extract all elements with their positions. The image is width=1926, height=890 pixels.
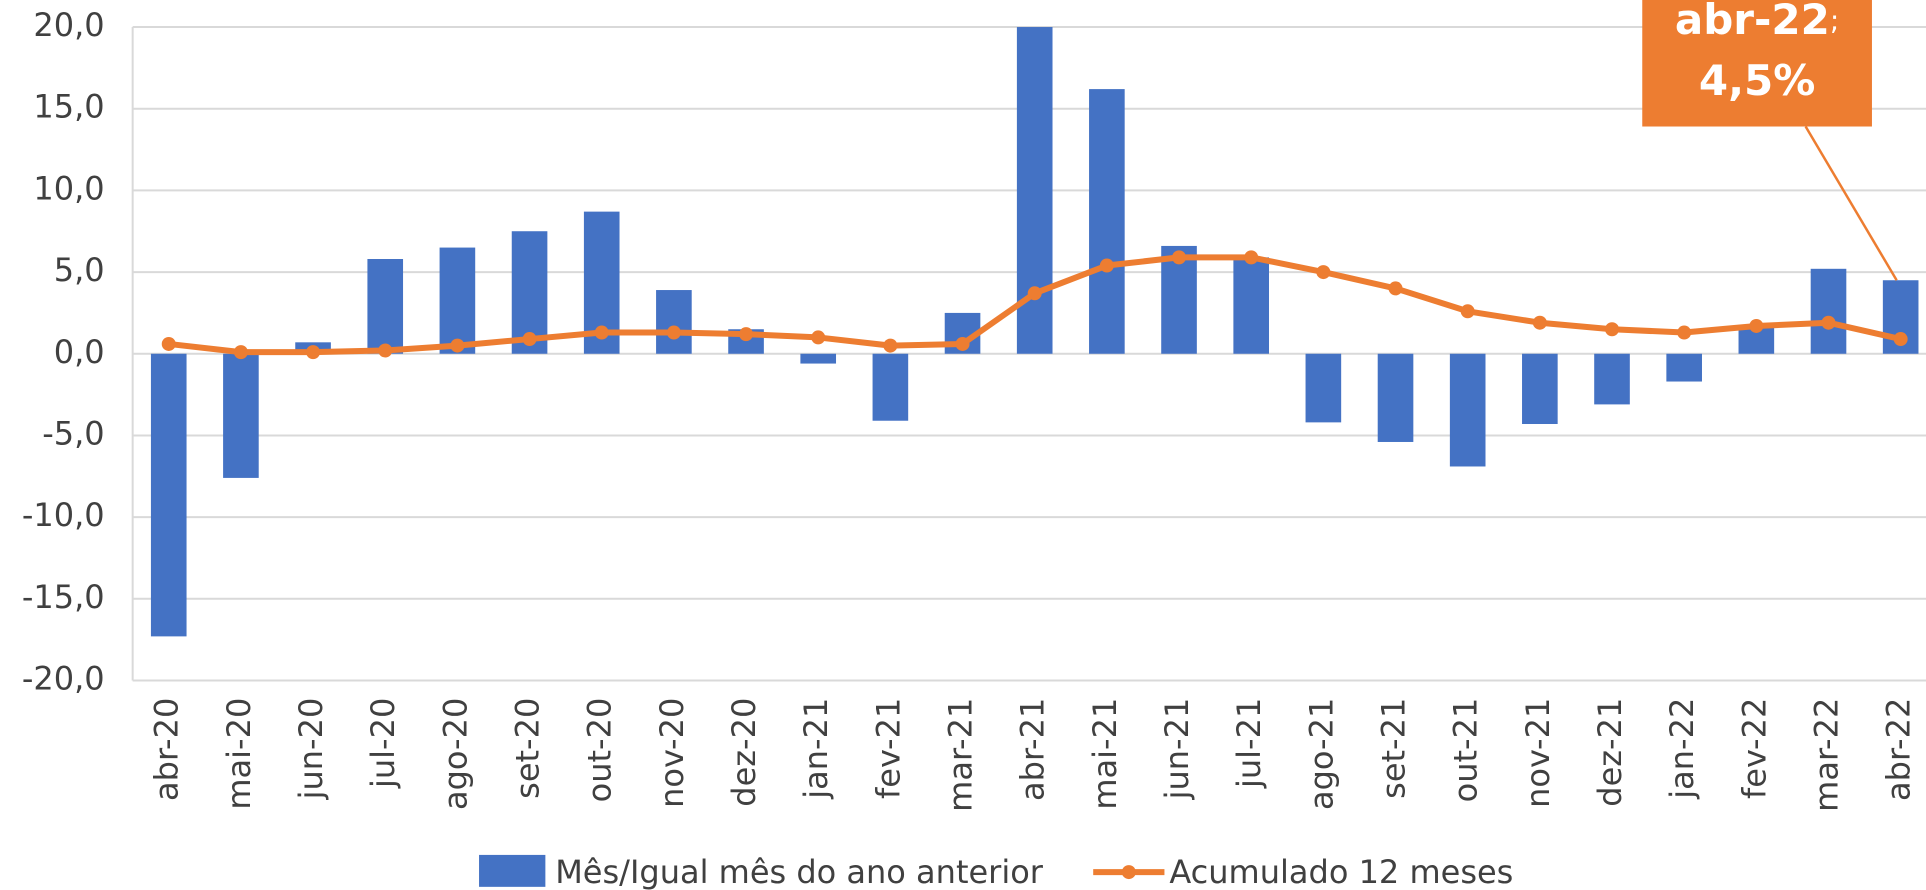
x-tick-label: dez-20 [725, 698, 763, 807]
line-point [450, 338, 465, 353]
y-tick-label: -20,0 [22, 659, 105, 697]
x-tick-label: fev-21 [869, 698, 907, 799]
x-tick-label: jan-21 [797, 698, 835, 800]
line-point [1893, 332, 1908, 347]
bar [1594, 353, 1630, 405]
line-point [1316, 265, 1331, 280]
x-tick-label: mar-21 [942, 698, 980, 812]
bar [223, 353, 259, 478]
line-point [1532, 315, 1547, 330]
legend-swatch [479, 854, 546, 887]
line-point [1821, 315, 1836, 330]
bar [1305, 353, 1342, 423]
annotation-leader [1804, 125, 1898, 281]
annotation-text: abr-22; [1675, 0, 1839, 44]
bar [656, 290, 692, 354]
x-tick-label: jun-21 [1158, 698, 1196, 801]
line-point [1172, 250, 1187, 265]
line-point [522, 332, 537, 347]
x-tick-label: mai-20 [220, 698, 258, 810]
bar [1666, 353, 1702, 382]
labels: 20,0 15,0 10,0 5,0 0,0 -5,0 -10,0 -15,0 -20,0 abr… [22, 0, 1918, 890]
annotation-value: 4,5% [1699, 56, 1815, 105]
line-point [955, 336, 970, 351]
bar [367, 259, 404, 354]
x-tick-label: fev-22 [1735, 698, 1773, 799]
x-tick-label: jun-20 [292, 698, 330, 801]
bar [1377, 353, 1414, 442]
annotation-label: abr-22 [1675, 0, 1830, 44]
x-tick-label: abr-20 [148, 698, 186, 801]
bar [800, 353, 837, 364]
y-tick-label: -15,0 [22, 578, 105, 616]
line-point [811, 330, 826, 345]
line-point [161, 336, 176, 351]
line-point [233, 345, 248, 360]
x-tick-label: nov-20 [653, 698, 691, 808]
line-point [1605, 322, 1620, 337]
x-tick-label: jan-22 [1663, 698, 1701, 800]
bar [439, 247, 476, 354]
x-tick-label: out-20 [581, 698, 619, 803]
y-tick-label: -5,0 [42, 414, 104, 452]
y-tick-label: 20,0 [33, 6, 104, 44]
line-point [1677, 325, 1692, 340]
x-tick-label: ago-21 [1302, 698, 1340, 810]
x-tick-label: set-20 [509, 698, 547, 799]
bar [1522, 353, 1558, 425]
x-tick-label: jul-20 [364, 698, 402, 789]
line-point [1099, 258, 1114, 273]
x-tick-label: abr-22 [1880, 698, 1918, 801]
line-point [739, 327, 754, 342]
x-tick-label: abr-21 [1014, 698, 1052, 801]
line-point [1460, 304, 1475, 319]
y-tick-label: 5,0 [54, 251, 105, 289]
marks [150, 27, 1919, 637]
x-tick-label: dez-21 [1591, 698, 1629, 807]
legend-swatch [1121, 865, 1136, 880]
line-point [594, 325, 609, 340]
annotation-separator: ; [1830, 4, 1839, 37]
legend-label: Mês/Igual mês do ano anterior [555, 853, 1044, 890]
x-tick-label: mai-21 [1086, 698, 1124, 810]
x-tick-label: mar-22 [1808, 698, 1846, 812]
bar [150, 353, 187, 637]
annotation-box [1642, 0, 1872, 127]
line-point [1388, 281, 1403, 296]
x-tick-label: out-21 [1447, 698, 1485, 803]
bar [1233, 257, 1270, 354]
bar [872, 353, 909, 421]
line-point [1027, 286, 1042, 301]
x-tick-label: set-21 [1375, 698, 1413, 799]
y-tick-label: 15,0 [33, 88, 104, 126]
bar [1449, 353, 1486, 467]
line-point [883, 338, 898, 353]
x-tick-label: ago-20 [436, 698, 474, 810]
y-tick-label: 0,0 [54, 333, 105, 371]
line-point [666, 325, 681, 340]
bar [1089, 89, 1125, 354]
line-point [1244, 250, 1259, 265]
bar [1810, 268, 1847, 354]
legend-label: Acumulado 12 meses [1169, 853, 1513, 890]
line-point [378, 343, 393, 358]
line-point [1749, 318, 1764, 333]
y-tick-label: -10,0 [22, 496, 105, 534]
line-point [306, 345, 321, 360]
y-tick-label: 10,0 [33, 169, 104, 207]
x-tick-label: jul-21 [1230, 698, 1268, 789]
x-tick-label: nov-21 [1519, 698, 1557, 808]
